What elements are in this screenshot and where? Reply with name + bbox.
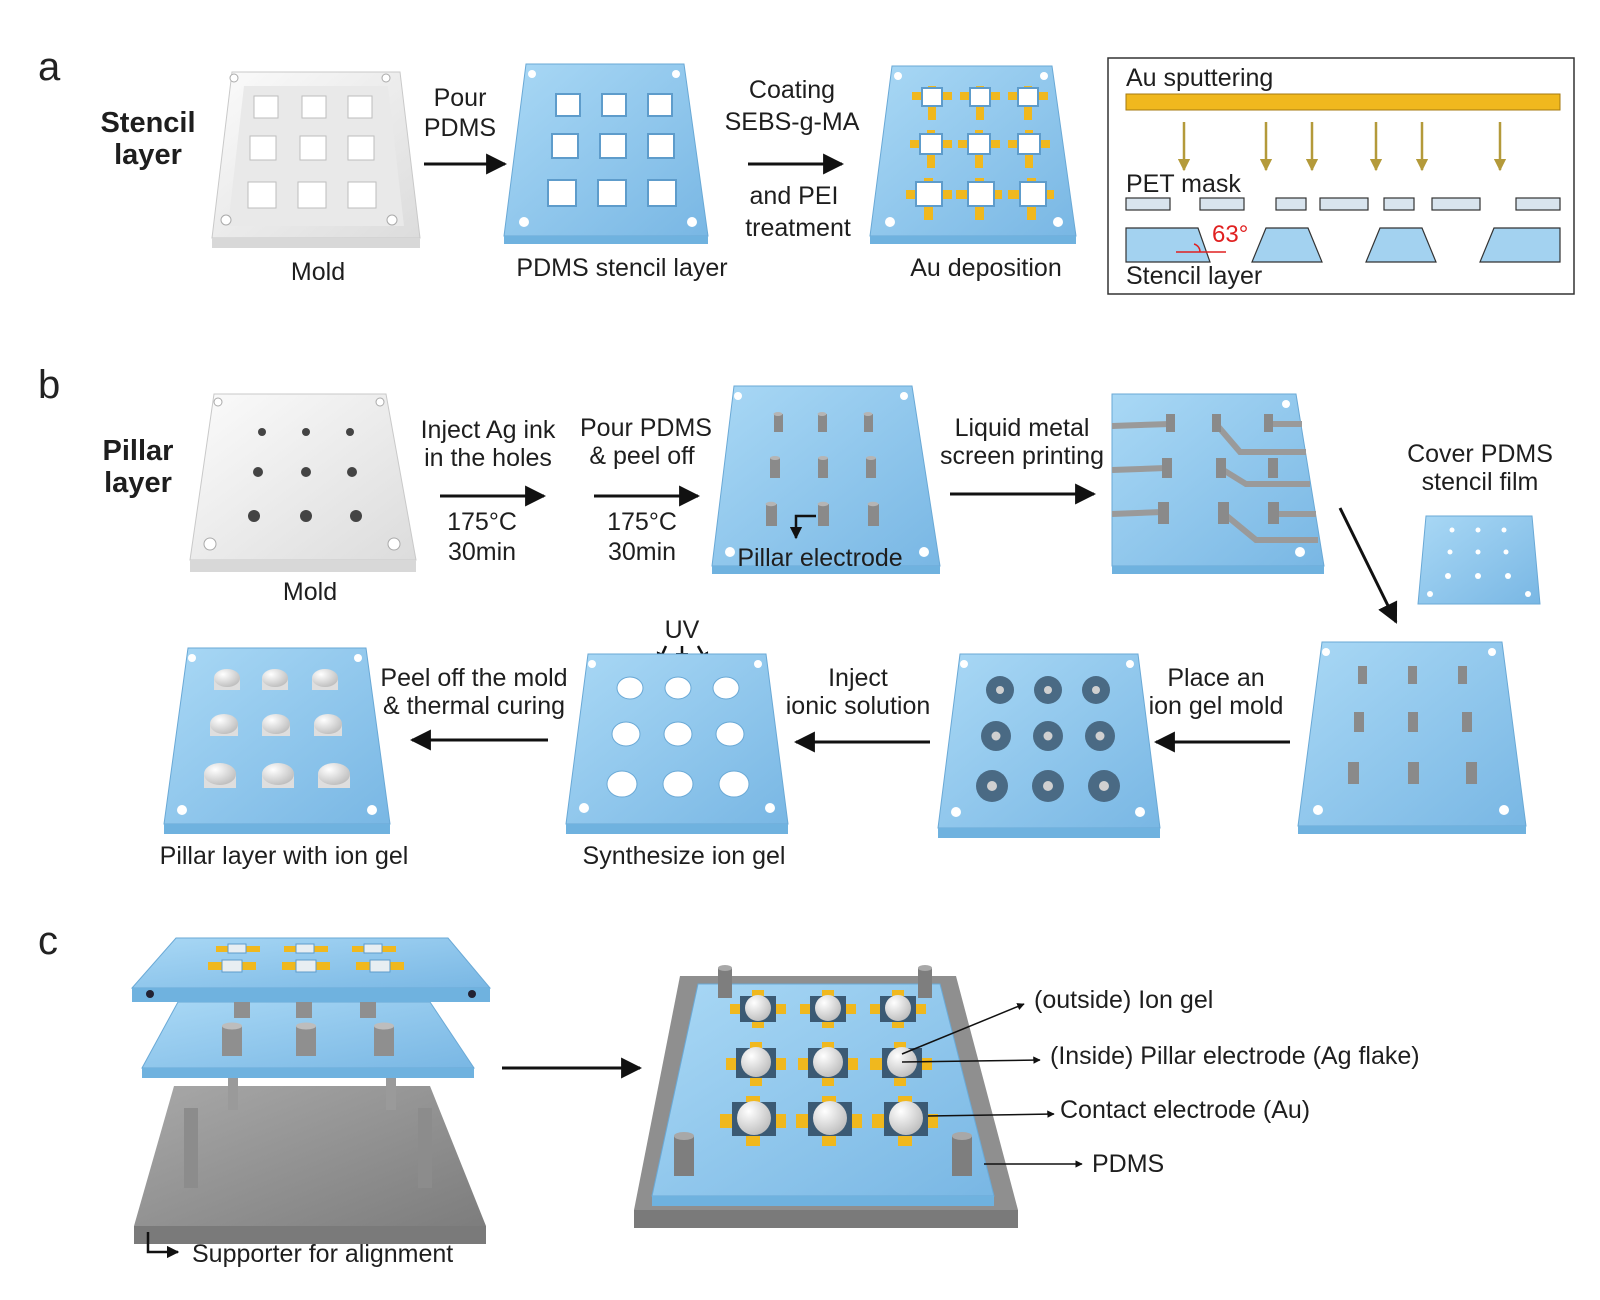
ion-gel-mold-layer [937, 653, 1161, 838]
liquid-metal-layer [1111, 393, 1325, 574]
inject-ag-line2: in the holes [424, 444, 552, 472]
liquid-metal-line1: Liquid metal [955, 414, 1090, 442]
callout-contact-electrode: Contact electrode (Au) [1060, 1096, 1310, 1124]
stencil-row-title-2: layer [114, 139, 182, 171]
au-deposition-caption: Au deposition [910, 254, 1062, 282]
pour-pdms-b-time: 30min [608, 538, 676, 566]
inject-ag-time: 30min [448, 538, 516, 566]
peel-off-line2: & thermal curing [383, 692, 565, 720]
pour-pdms-line2: PDMS [424, 114, 496, 142]
callout-ion-gel: (outside) Ion gel [1034, 986, 1213, 1014]
peel-off-line1: Peel off the mold [380, 664, 567, 692]
panel-c: c [38, 919, 1420, 1268]
pet-mask-label: PET mask [1126, 170, 1241, 198]
stencil-mold [211, 71, 421, 248]
coating-line2: SEBS-g-MA [725, 108, 860, 136]
final-pillar-layer [163, 647, 391, 834]
arrow-b4 [1338, 507, 1398, 624]
liquid-metal-line2: screen printing [940, 442, 1104, 470]
stencil-layer-label: Stencil layer [1126, 262, 1262, 290]
cover-pdms-line2: stencil film [1422, 468, 1539, 496]
stencil-mold-caption: Mold [291, 258, 345, 286]
inject-ionic-line1: Inject [828, 664, 888, 692]
pillar-row-title-1: Pillar [103, 435, 174, 467]
callout-pillar-electrode: (Inside) Pillar electrode (Ag flake) [1050, 1042, 1420, 1070]
stencil-film [1417, 515, 1541, 605]
panel-b-letter: b [38, 363, 60, 407]
coating-line1: Coating [749, 76, 835, 104]
coating-line4: treatment [745, 214, 851, 242]
sputter-label: Au sputtering [1126, 64, 1273, 92]
pour-pdms-b-temp: 175°C [607, 508, 677, 536]
angle-label: 63° [1212, 221, 1248, 248]
final-layer-caption: Pillar layer with ion gel [160, 842, 409, 870]
panel-c-letter: c [38, 919, 58, 963]
uv-label: UV [665, 616, 700, 644]
sputter-inset: Au sputtering PET mask [1107, 57, 1575, 295]
callout-lines [901, 1003, 1083, 1168]
place-mold-line2: ion gel mold [1149, 692, 1284, 720]
callout-pdms: PDMS [1092, 1150, 1164, 1178]
synthesize-ion-gel-layer [565, 653, 789, 834]
support-arrow [146, 1232, 180, 1259]
covered-pillar-layer [1297, 641, 1527, 834]
pillar-electrode-layer [711, 385, 941, 574]
support-caption: Supporter for alignment [192, 1240, 453, 1268]
panel-b: b Pillar layer Mold Inject Ag ink in the… [38, 363, 1553, 870]
au-target-bar [1125, 93, 1561, 111]
pour-pdms-line1: Pour [434, 84, 487, 112]
panel-a-letter: a [38, 45, 61, 89]
inject-ionic-line2: ionic solution [786, 692, 931, 720]
inject-ag-temp: 175°C [447, 508, 517, 536]
place-mold-line1: Place an [1167, 664, 1264, 692]
panel-a: a Stencil layer Mold Pour PDMS [38, 45, 1575, 295]
stencil-row-title-1: Stencil [100, 107, 195, 139]
pillar-electrode-label: Pillar electrode [737, 544, 902, 572]
cover-pdms-line1: Cover PDMS [1407, 440, 1553, 468]
assembled-device [634, 965, 1018, 1228]
pdms-stencil-caption: PDMS stencil layer [516, 254, 727, 282]
pour-pdms-b-line1: Pour PDMS [580, 414, 712, 442]
pdms-stencil-layer [503, 63, 709, 244]
stencil-cross-section [1125, 227, 1561, 263]
au-deposition-layer [869, 65, 1077, 244]
pillar-row-title-2: layer [104, 467, 172, 499]
pillar-mold-caption: Mold [283, 578, 337, 606]
pet-mask-segments [1125, 197, 1561, 211]
pour-pdms-b-line2: & peel off [589, 442, 694, 470]
inject-ag-line1: Inject Ag ink [421, 416, 556, 444]
pillar-mold [189, 393, 417, 572]
coating-line3: and PEI [750, 182, 839, 210]
exploded-assembly [130, 937, 492, 1244]
synthesize-caption: Synthesize ion gel [583, 842, 786, 870]
